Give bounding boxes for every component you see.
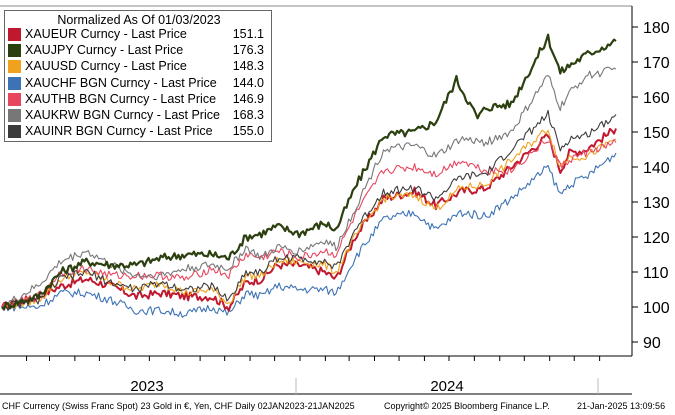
series-line-4 <box>1 138 617 309</box>
legend: Normalized As Of 01/03/2023 <box>4 10 272 142</box>
series-layer <box>1 33 617 318</box>
legend-last-value: 176.3 <box>232 43 264 58</box>
x-label-2023: 2023 <box>130 378 163 395</box>
x-label-2024: 2024 <box>430 378 463 395</box>
series-line-6 <box>1 109 617 311</box>
y-tick-label: 140 <box>643 160 670 177</box>
y-tick-label: 170 <box>643 55 670 72</box>
x-axis-ticks <box>26 356 601 361</box>
legend-entry: XAUINR BGN Curncy - Last Price 155.0 <box>8 124 270 139</box>
series-line-3 <box>1 152 617 318</box>
y-tick-label: 120 <box>643 230 670 247</box>
y-tick-label: 90 <box>643 335 661 352</box>
legend-swatch <box>8 44 21 58</box>
legend-swatch <box>8 28 21 41</box>
legend-swatch <box>8 125 21 139</box>
legend-last-value: 151.1 <box>232 27 264 41</box>
legend-entry: XAUKRW BGN Curncy - Last Price 168.3 <box>8 108 270 123</box>
legend-label: XAUINR BGN Curncy - Last Price <box>25 124 213 139</box>
legend-entry: XAUCHF BGN Curncy - Last Price 144.0 <box>8 76 270 91</box>
y-tick-label: 180 <box>643 20 670 37</box>
legend-swatch <box>8 109 21 122</box>
y-axis-ticks: 90 100 110 120 130 140 150 160 170 180 <box>632 20 670 352</box>
legend-label: XAUCHF BGN Curncy - Last Price <box>25 75 217 90</box>
series-line-1 <box>1 33 617 311</box>
legend-label: XAUEUR Curncy - Last Price <box>25 27 187 41</box>
y-tick-label: 150 <box>643 125 670 142</box>
legend-entry: XAUJPY Curncy - Last Price 176.3 <box>8 43 270 58</box>
series-line-2 <box>1 129 617 309</box>
footer-source: CHF Currency (Swiss Franc Spot) 23 Gold … <box>2 401 355 411</box>
legend-last-value: 168.3 <box>232 108 264 122</box>
legend-label: XAUUSD Curncy - Last Price <box>25 59 187 74</box>
legend-label: XAUTHB BGN Curncy - Last Price <box>25 91 217 106</box>
legend-entry: XAUEUR Curncy - Last Price 151.1 <box>8 27 270 42</box>
legend-last-value: 155.0 <box>232 124 264 139</box>
y-tick-label: 100 <box>643 300 670 317</box>
y-tick-label: 130 <box>643 195 670 212</box>
legend-swatch <box>8 92 21 106</box>
legend-last-value: 148.3 <box>232 59 264 74</box>
y-tick-label: 110 <box>643 265 669 282</box>
legend-last-value: 146.9 <box>232 91 264 106</box>
footer-timestamp: 21-Jan-2025 13:09:56 <box>577 401 666 411</box>
legend-swatch <box>8 60 21 74</box>
y-tick-label: 160 <box>643 90 670 107</box>
footer-copyright: Copyright© 2025 Bloomberg Finance L.P. <box>384 401 550 411</box>
legend-label: XAUJPY Curncy - Last Price <box>25 43 184 58</box>
chart-title: Normalized As Of 01/03/2023 <box>57 13 221 27</box>
legend-entry: XAUUSD Curncy - Last Price 148.3 <box>8 59 270 74</box>
legend-entry: XAUTHB BGN Curncy - Last Price 146.9 <box>8 92 270 107</box>
series-line-0 <box>1 127 617 312</box>
legend-label: XAUKRW BGN Curncy - Last Price <box>25 108 220 122</box>
legend-last-value: 144.0 <box>232 75 264 90</box>
legend-swatch <box>8 76 21 90</box>
